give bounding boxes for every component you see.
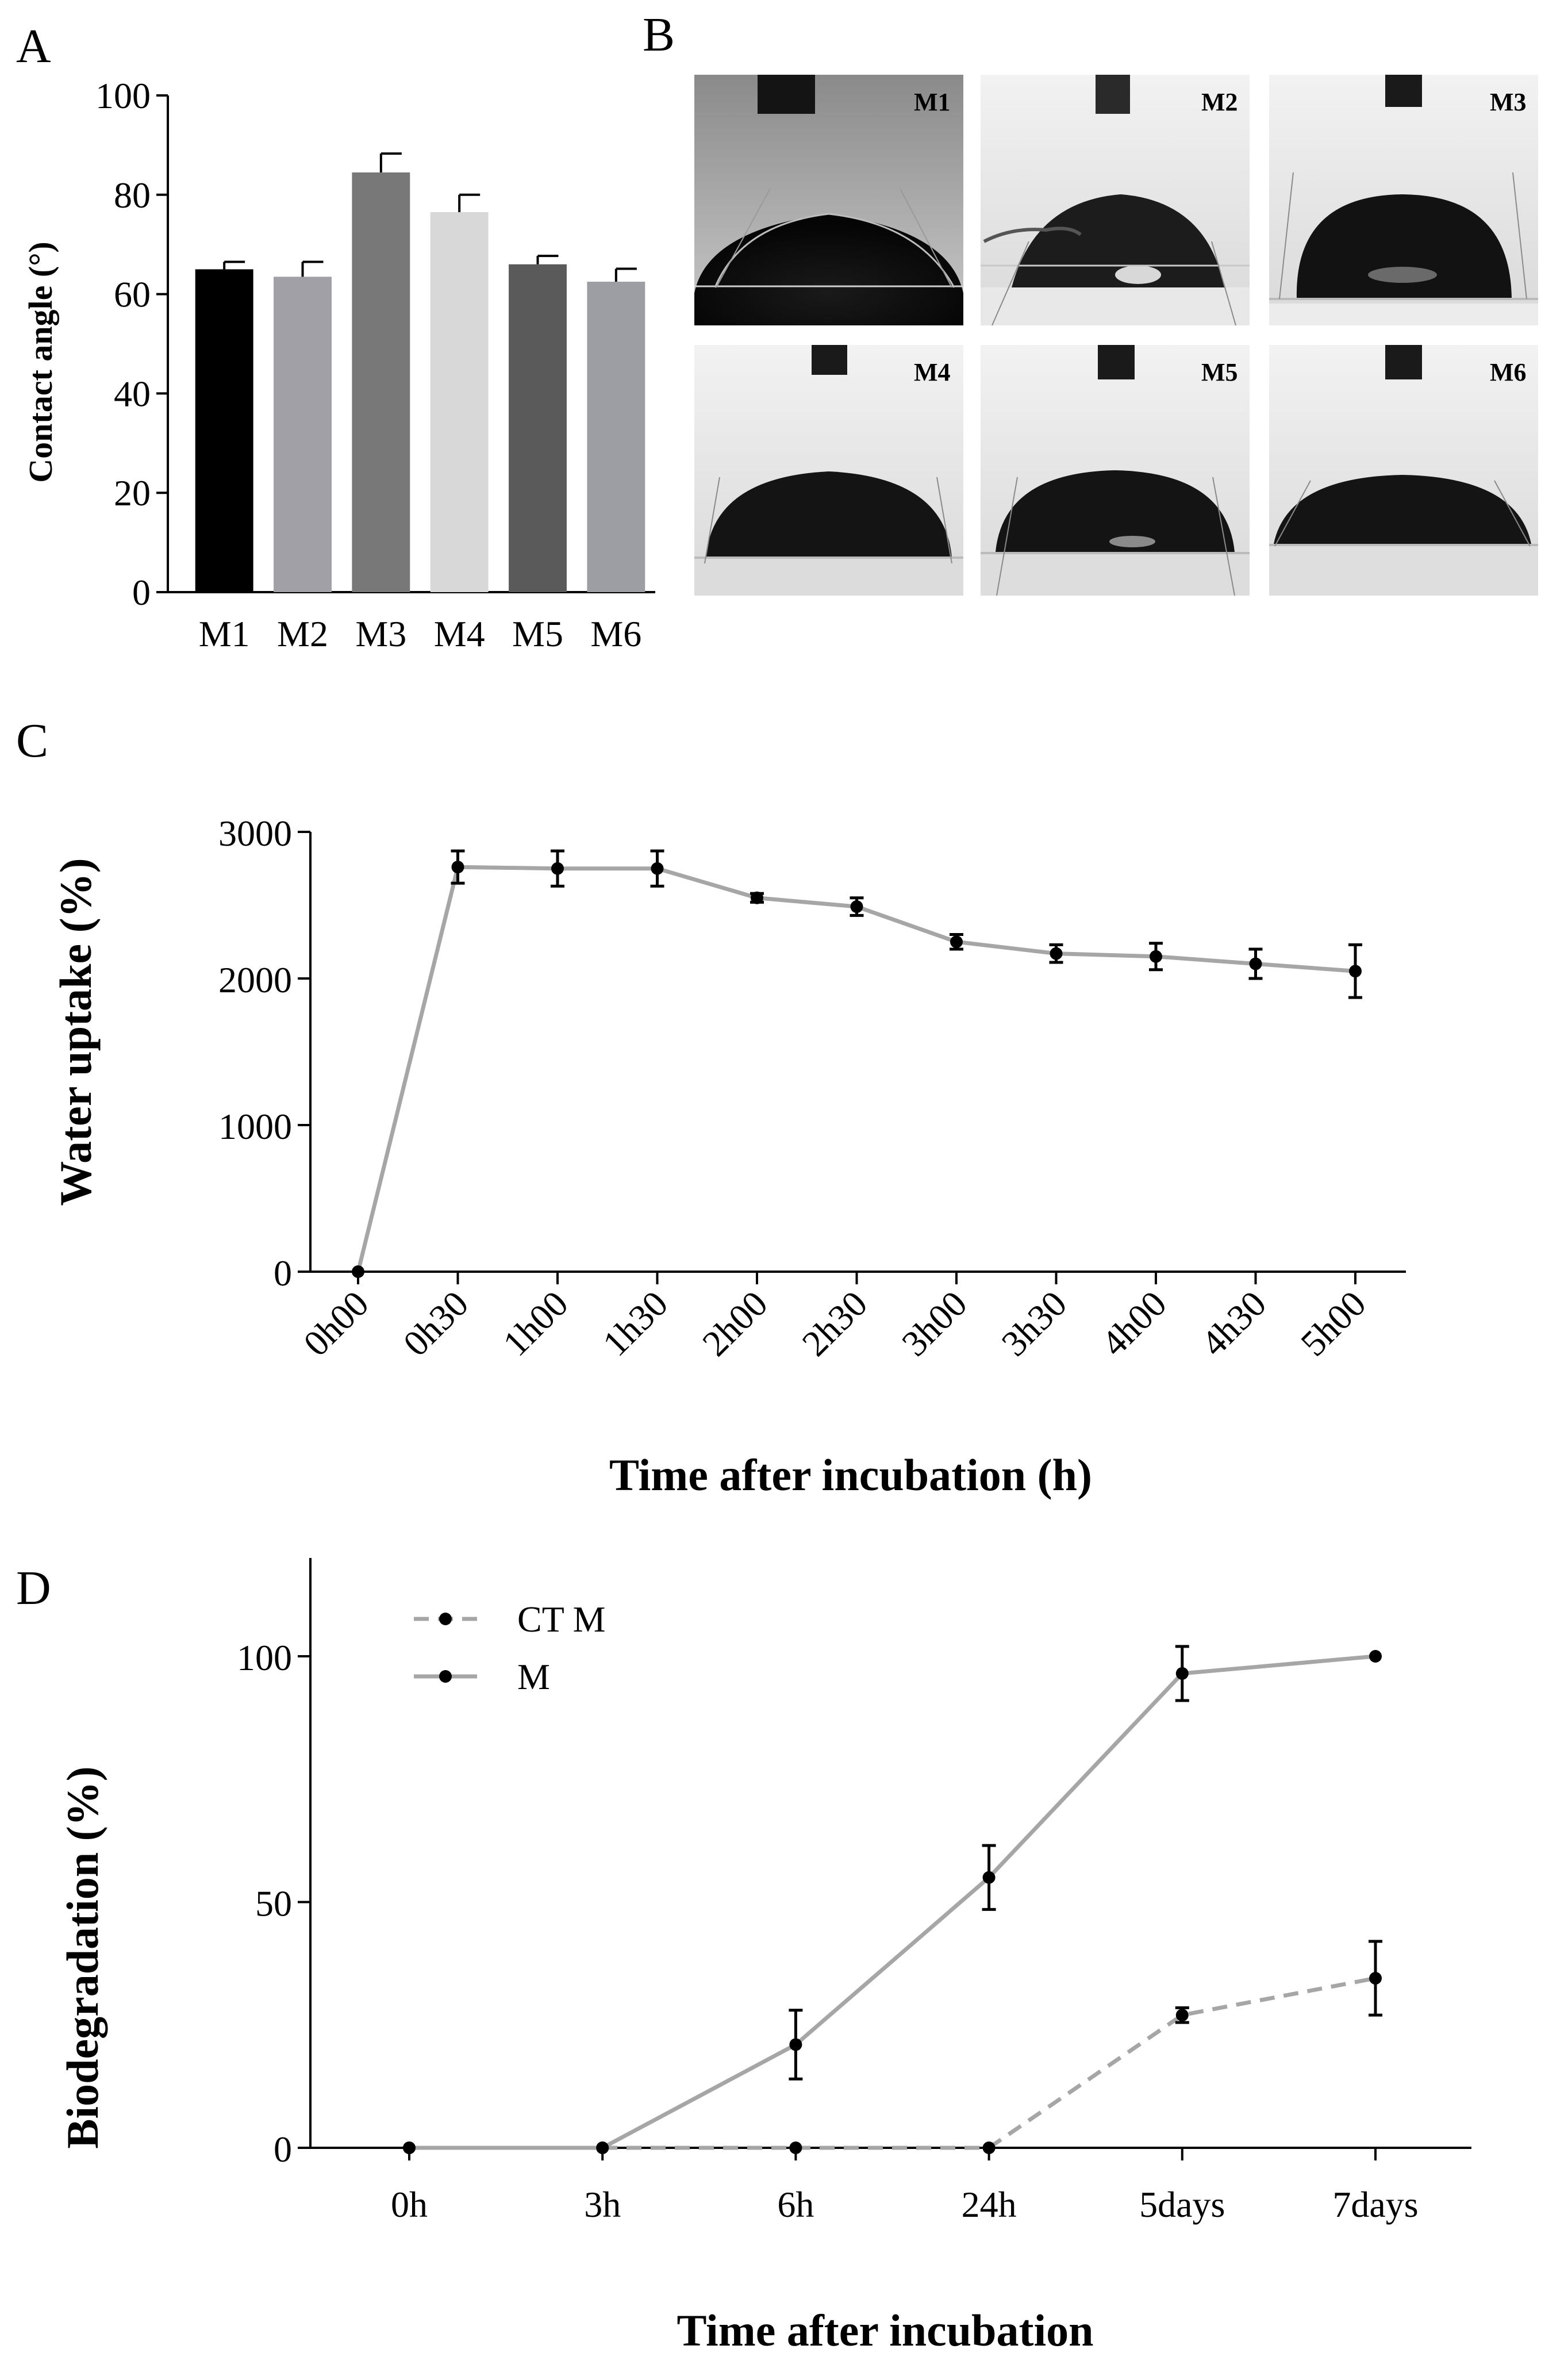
droplet-photo-grid: M1 M2 M3 bbox=[694, 75, 1538, 596]
photo-label-m4: M4 bbox=[914, 358, 951, 386]
data-point bbox=[982, 2141, 996, 2154]
data-point bbox=[451, 861, 464, 874]
data-point bbox=[1369, 1650, 1382, 1663]
series-line-water-uptake bbox=[356, 865, 1356, 1272]
data-point bbox=[982, 1871, 996, 1884]
x-tick-label-a: M1 bbox=[199, 613, 250, 654]
data-point bbox=[950, 935, 963, 949]
data-point bbox=[751, 891, 763, 904]
bar-m2 bbox=[274, 277, 332, 592]
y-tick-label: 2000 bbox=[218, 960, 292, 1000]
bar-m4 bbox=[430, 212, 489, 592]
droplet-photo-m1: M1 bbox=[694, 75, 963, 325]
data-point bbox=[651, 862, 664, 875]
x-tick-label: 6h bbox=[777, 2184, 814, 2225]
data-point bbox=[1050, 947, 1063, 960]
panel-letter-c: C bbox=[16, 714, 48, 767]
legend-marker bbox=[439, 1670, 452, 1683]
contact-angle-bar-chart: 0 20 40 60 80 100 M1 M2 M3 M4 M5 M6 bbox=[95, 75, 655, 654]
x-tick-label-a: M2 bbox=[277, 613, 328, 654]
y-tick-label: 0 bbox=[274, 2129, 292, 2170]
data-point bbox=[1369, 1972, 1382, 1985]
y-tick-label-a: 80 bbox=[114, 175, 151, 216]
photo-label-m3: M3 bbox=[1490, 88, 1527, 116]
y-tick-label: 1000 bbox=[218, 1106, 292, 1147]
water-uptake-x-axis-label: Time after incubation (h) bbox=[609, 1450, 1092, 1500]
biodegradation-line-chart: 0 50 100 0h 3h 6h 24h 5days 7days CT M M bbox=[237, 1558, 1471, 2225]
y-tick-label: 0 bbox=[274, 1253, 292, 1294]
biodegradation-x-axis-label: Time after incubation bbox=[677, 2305, 1093, 2355]
data-point bbox=[596, 2141, 609, 2154]
x-tick-label: 3h00 bbox=[894, 1283, 975, 1364]
y-tick-label-a: 100 bbox=[95, 75, 151, 116]
series-line-m bbox=[409, 1654, 1376, 2150]
series-line-ct-m bbox=[409, 1976, 1376, 2150]
bar-m3 bbox=[352, 172, 410, 592]
photo-label-m6: M6 bbox=[1490, 358, 1527, 386]
photo-label-m2: M2 bbox=[1201, 88, 1238, 116]
x-tick-label: 4h30 bbox=[1193, 1283, 1274, 1364]
photo-label-m1: M1 bbox=[914, 88, 951, 116]
y-tick-label: 100 bbox=[237, 1637, 292, 1678]
data-point bbox=[1150, 950, 1162, 963]
water-uptake-line-chart: 0 1000 2000 3000 0h00 0h30 1h00 1h30 2h00 2h30 3h0… bbox=[218, 813, 1406, 1364]
x-tick-label: 1h30 bbox=[595, 1283, 676, 1364]
data-point bbox=[789, 2038, 802, 2051]
droplet-photo-m6: M6 bbox=[1269, 345, 1538, 596]
droplet-photo-m2: M2 bbox=[981, 75, 1250, 326]
x-tick-label: 0h00 bbox=[295, 1283, 376, 1364]
water-uptake-axis-label: Water uptake (%) bbox=[51, 858, 101, 1206]
data-point bbox=[551, 862, 564, 875]
contact-angle-axis-label: Contact angle (°) bbox=[22, 241, 59, 482]
x-tick-label: 1h00 bbox=[495, 1283, 576, 1364]
x-tick-label-a: M5 bbox=[512, 613, 563, 654]
y-tick-label-a: 0 bbox=[132, 572, 151, 613]
data-point bbox=[789, 2141, 802, 2154]
photo-label-m5: M5 bbox=[1201, 358, 1238, 386]
data-point bbox=[352, 1265, 364, 1278]
bar-m6 bbox=[587, 282, 645, 592]
y-tick-label: 3000 bbox=[218, 813, 292, 854]
x-tick-label-a: M6 bbox=[590, 613, 641, 654]
legend-label: M bbox=[517, 1656, 550, 1697]
data-point bbox=[1349, 965, 1362, 978]
y-tick-label-a: 40 bbox=[114, 373, 151, 414]
x-tick-label: 7days bbox=[1332, 2184, 1418, 2225]
x-tick-label: 5days bbox=[1139, 2184, 1225, 2225]
x-tick-label-a: M4 bbox=[434, 613, 485, 654]
data-point bbox=[1175, 2009, 1189, 2022]
panel-letter-b: B bbox=[643, 8, 675, 62]
x-tick-label: 2h00 bbox=[694, 1283, 775, 1364]
legend-label: CT M bbox=[517, 1599, 606, 1640]
x-tick-label: 24h bbox=[962, 2184, 1017, 2225]
bar-m5 bbox=[509, 264, 567, 592]
data-point bbox=[1249, 957, 1262, 970]
panel-letter-d: D bbox=[16, 1561, 51, 1615]
bar-m1 bbox=[195, 269, 253, 592]
y-tick-label-a: 60 bbox=[114, 274, 151, 315]
y-tick-label: 50 bbox=[255, 1883, 292, 1924]
x-tick-label: 0h bbox=[391, 2184, 428, 2225]
x-tick-label: 4h00 bbox=[1093, 1283, 1174, 1364]
y-tick-label-a: 20 bbox=[114, 473, 151, 513]
x-tick-label: 2h30 bbox=[794, 1283, 875, 1364]
data-point bbox=[403, 2141, 416, 2154]
biodegradation-axis-label: Biodegradation (%) bbox=[57, 1766, 107, 2148]
data-point bbox=[850, 900, 863, 914]
x-tick-label: 5h00 bbox=[1293, 1283, 1374, 1364]
legend-marker bbox=[439, 1613, 452, 1625]
droplet-photo-m5: M5 bbox=[981, 345, 1250, 596]
x-tick-label: 3h30 bbox=[994, 1283, 1075, 1364]
data-point bbox=[1175, 1667, 1189, 1680]
x-tick-label: 3h bbox=[584, 2184, 621, 2225]
droplet-photo-m4: M4 bbox=[694, 345, 963, 596]
panel-letter-a: A bbox=[16, 20, 51, 73]
droplet-photo-m3: M3 bbox=[1269, 75, 1538, 325]
x-tick-label: 0h30 bbox=[395, 1283, 476, 1364]
x-tick-label-a: M3 bbox=[355, 613, 406, 654]
